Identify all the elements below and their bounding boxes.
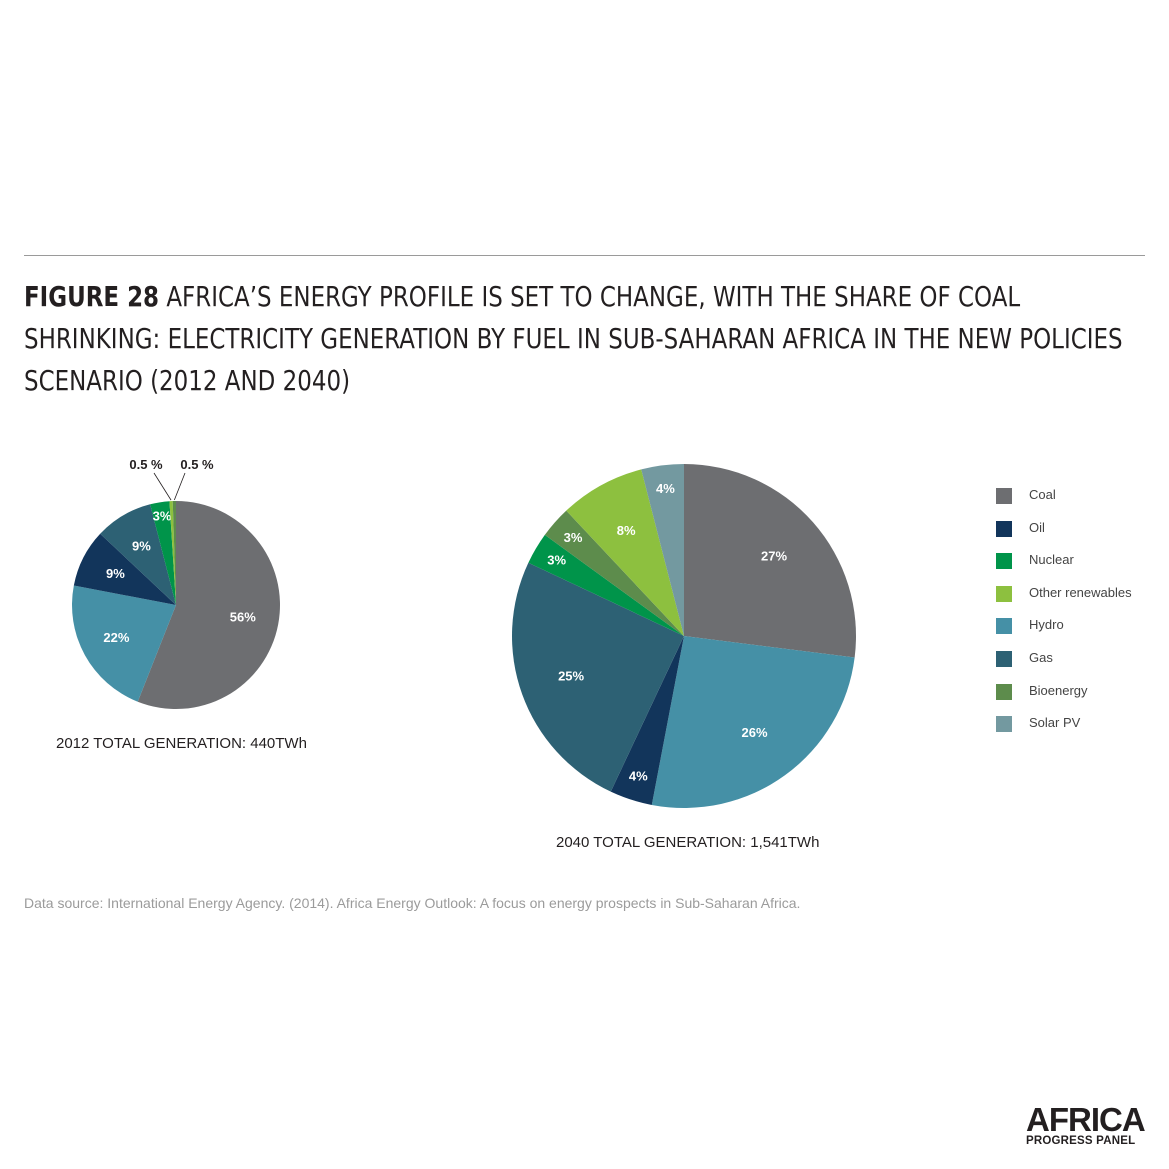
pie-2040: 27% 26% 4% 25% 3% 3% 8% 4% [512,464,857,809]
pie-2012-slice-bioenergy [172,501,176,605]
pie-2040-label-oil: 4% [629,769,648,784]
legend-item-hydro: Hydro [996,616,1132,649]
pie-2012-label-gas: 9% [132,538,151,553]
pie-2012-slice-nuclear [150,501,176,605]
logo-wordmark: AFRICA [1026,1101,1146,1138]
pie-2040-slice-other-renewables [566,469,684,636]
legend-swatch [996,618,1012,635]
legend-label: Solar PV [1029,715,1081,731]
pie-2040-label-coal: 27% [761,549,787,564]
legend-item-bioenergy: Bioenergy [996,682,1132,715]
pie-2040-label-bioenergy: 3% [564,530,583,545]
pie-2040-slice-hydro [651,636,855,809]
header-rule [24,255,1145,256]
figure-title-text: AFRICA’S ENERGY PROFILE IS SET TO CHANGE… [24,280,1123,397]
pie-2012-label-oil: 9% [106,566,125,581]
chart-2040-title: 2040 TOTAL GENERATION: 1,541TWh [556,834,820,851]
figure-title: FIGURE 28 AFRICA’S ENERGY PROFILE IS SET… [24,276,1149,402]
pie-2040-label-nuclear: 3% [547,553,566,568]
chart-2012-title: 2012 TOTAL GENERATION: 440TWh [56,735,307,752]
legend-label: Other renewables [1029,584,1132,600]
legend-swatch [996,716,1012,733]
legend-item-solar-pv: Solar PV [996,714,1132,747]
legend-swatch [996,683,1012,700]
pie-2012-label-hydro: 22% [103,630,129,645]
pie-2040-label-other-renewables: 8% [617,523,636,538]
pie-charts: 56%22%9%9%3%0.5 % 0.5 %27%26%4%25%3%3% 8%4… [72,457,857,809]
pie-2040-label-solar-pv: 4% [656,481,675,496]
pie-2012-label-other-renewables: 0.5 % [129,457,163,472]
pie-2012-slice-hydro [72,585,176,702]
africa-progress-panel-logo: AFRICA PROGRESS PANEL [1026,1101,1148,1148]
legend-label: Bioenergy [1029,682,1088,698]
pie-2040-label-gas: 25% [558,669,584,684]
legend-swatch [996,488,1012,504]
legend-label: Hydro [1029,617,1064,633]
pie-2012: 56%22%9%9%3%0.5 % 0.5 % [72,457,280,709]
legend-item-other-renewables: Other renewables [996,584,1132,617]
legend-item-gas: Gas [996,649,1132,682]
figure-number: FIGURE 28 [24,280,160,313]
legend-label: Gas [1029,649,1053,665]
legend: Coal Oil Nuclear Other renewables Hydro … [996,486,1132,747]
legend-swatch [996,553,1012,570]
pie-2040-slice-nuclear [528,534,684,636]
pie-2040-label-hydro: 26% [742,725,768,740]
pie-2012-slice-other-renewables [169,501,176,605]
pie-2040-slice-solar-pv [641,464,684,636]
pie-2040-slice-coal [684,464,857,658]
data-source-note: Data source: International Energy Agency… [24,895,801,911]
legend-item-nuclear: Nuclear [996,551,1132,584]
pie-2040-slice-oil [610,636,684,805]
legend-label: Nuclear [1029,552,1074,568]
pie-2040-slice-bioenergy [544,510,684,636]
legend-item-oil: Oil [996,519,1132,552]
legend-label: Coal [1029,487,1056,502]
pie-2012-slice-gas [100,504,176,605]
legend-swatch [996,650,1012,667]
logo-subtitle: PROGRESS PANEL [1026,1135,1136,1147]
pie-2012-leader-other-renewables [153,472,172,501]
pie-2040-slice-gas [512,562,684,792]
pie-2012-label-bioenergy: 0.5 % [180,457,214,472]
pie-2012-slice-coal [137,501,280,709]
pie-2012-label-coal: 56% [230,610,256,625]
legend-swatch [996,520,1012,537]
pie-2012-slice-oil [73,533,176,605]
pie-2012-leader-bioenergy [173,472,186,501]
legend-item-coal: Coal [996,486,1132,519]
pie-2012-label-nuclear: 3% [153,509,172,524]
legend-label: Oil [1029,519,1045,535]
legend-swatch [996,585,1012,602]
